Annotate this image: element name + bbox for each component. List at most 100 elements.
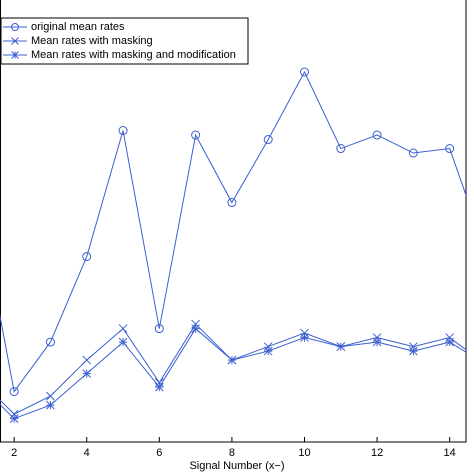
legend-marker — [11, 23, 19, 31]
data-point — [9, 409, 19, 419]
marker-x — [300, 328, 309, 338]
data-point — [263, 342, 273, 351]
data-point — [409, 342, 418, 351]
data-point — [82, 355, 92, 365]
data-point — [445, 144, 455, 154]
marker-x — [154, 378, 164, 387]
data-point — [154, 378, 164, 387]
marker-plus — [191, 324, 200, 333]
marker-circle — [299, 67, 309, 77]
data-point — [227, 355, 237, 365]
legend-item: Mean rates with masking — [3, 35, 153, 47]
marker-circle — [11, 23, 19, 31]
data-point — [372, 130, 382, 140]
marker-circle — [336, 144, 346, 154]
data-point — [300, 328, 309, 338]
series-line — [0, 327, 466, 420]
marker-circle — [227, 198, 237, 208]
series-line — [0, 70, 466, 393]
marker-plus — [300, 333, 309, 342]
x-tick-label: 14 — [444, 447, 456, 459]
data-point — [46, 391, 55, 401]
marker-circle — [445, 144, 455, 154]
marker-circle — [82, 252, 92, 262]
series-line — [0, 323, 466, 415]
data-point — [409, 346, 418, 356]
plot-frame — [0, 0, 467, 443]
legend-item: Mean rates with masking and modification — [3, 49, 236, 61]
data-point — [154, 324, 164, 334]
data-point — [82, 252, 92, 262]
marker-x — [445, 333, 455, 342]
marker-x — [11, 37, 19, 45]
plot-area — [0, 67, 466, 423]
marker-plus — [10, 414, 19, 423]
data-point — [445, 337, 455, 347]
marker-plus — [155, 383, 164, 392]
x-tick-label: 4 — [84, 447, 90, 459]
data-point — [263, 346, 273, 356]
data-point — [9, 414, 19, 423]
marker-x — [46, 391, 55, 401]
marker-plus — [227, 356, 236, 365]
marker-x — [191, 319, 200, 329]
x-tick-label: 2 — [11, 447, 17, 459]
data-point — [227, 198, 237, 208]
data-point — [299, 67, 309, 77]
x-axis-label: Signal Number (x−) — [189, 460, 284, 472]
legend-marker — [11, 37, 19, 45]
x-tick-label: 6 — [156, 447, 162, 459]
data-point — [9, 387, 19, 397]
marker-plus — [119, 338, 128, 347]
data-point — [408, 148, 418, 158]
data-point — [300, 333, 309, 342]
x-tick-label: 8 — [229, 447, 235, 459]
data-point — [45, 337, 55, 347]
x-tick-label: 12 — [371, 447, 383, 459]
data-point — [46, 400, 55, 410]
marker-circle — [372, 130, 382, 140]
data-point — [372, 337, 382, 347]
data-point — [82, 369, 92, 378]
data-point — [191, 130, 201, 140]
data-point — [372, 333, 382, 342]
marker-circle — [9, 387, 19, 397]
data-point — [191, 324, 200, 333]
x-tick-label: 10 — [298, 447, 310, 459]
marker-circle — [263, 135, 273, 145]
legend: original mean rates Mean rates with maski… — [0, 17, 249, 65]
marker-plus — [46, 401, 55, 410]
data-point — [336, 342, 346, 351]
data-point — [445, 333, 455, 342]
marker-circle — [45, 337, 55, 347]
legend-label: Mean rates with masking — [31, 35, 153, 47]
legend-label: original mean rates — [31, 21, 125, 33]
legend-label: Mean rates with masking and modification — [31, 49, 236, 61]
legend-marker — [11, 51, 19, 59]
data-point — [154, 382, 164, 392]
marker-plus — [373, 338, 382, 347]
marker-x — [409, 342, 418, 351]
marker-plus — [82, 369, 91, 378]
marker-plus — [264, 347, 273, 356]
data-point — [263, 135, 273, 145]
marker-circle — [154, 324, 164, 334]
marker-plus — [11, 51, 19, 59]
data-point — [118, 126, 128, 136]
marker-plus — [445, 338, 454, 347]
marker-x — [372, 333, 382, 342]
marker-circle — [191, 130, 201, 140]
marker-x — [9, 409, 19, 419]
legend-item: original mean rates — [3, 21, 125, 33]
legend-box — [0, 17, 249, 65]
marker-circle — [408, 148, 418, 158]
marker-plus — [409, 347, 418, 356]
data-point — [118, 337, 128, 347]
marker-x — [263, 342, 273, 351]
marker-plus — [336, 342, 345, 351]
marker-circle — [118, 126, 128, 136]
data-point — [118, 324, 128, 333]
marker-x — [118, 324, 128, 333]
data-point — [191, 319, 200, 329]
